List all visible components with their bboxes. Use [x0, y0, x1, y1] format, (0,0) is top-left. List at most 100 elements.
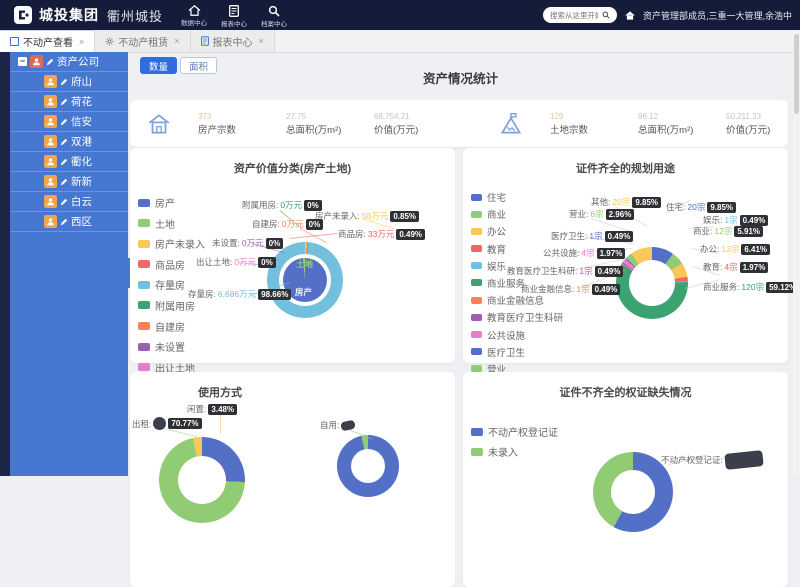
callout: 未设置0万元0% — [212, 237, 284, 249]
top-header: 城投集团 衢州城投 数据中心 报表中心 档案中心 资产管理部成员,三重一大管理,… — [0, 0, 800, 30]
inner-label-house: 房产 — [295, 287, 313, 297]
stat-value: 373 — [198, 111, 212, 121]
legend-item[interactable]: 土地 — [138, 216, 205, 231]
legend-item[interactable]: 住宅 — [471, 190, 563, 204]
stat-value: 27.75 — [286, 111, 307, 121]
legend-item[interactable]: 房产未录入 — [138, 236, 205, 251]
legend-item[interactable]: 房产 — [138, 195, 205, 210]
collapse-expander-icon[interactable]: − — [18, 56, 27, 66]
tree-item-fushan[interactable]: 府山 — [10, 72, 128, 92]
user-icon — [44, 135, 57, 148]
callout: 自建房0万元0% — [252, 218, 324, 230]
page-title: 资产情况统计 — [422, 72, 498, 86]
callout: 其他20宗9.85% — [591, 196, 662, 208]
legend-item[interactable]: 医疗卫生 — [471, 345, 563, 359]
donut-usage-house[interactable] — [159, 437, 245, 523]
legend-item[interactable]: 商业服务 — [471, 276, 563, 290]
nav-report-center[interactable]: 报表中心 — [221, 2, 247, 28]
legend-item[interactable]: 娱乐 — [471, 259, 563, 273]
stat-value: 96.12 — [638, 111, 659, 121]
callout: 闲置3.48% — [187, 403, 238, 415]
tab-real-estate-lease[interactable]: 不动产租赁 × — [95, 30, 191, 52]
callout: 教育医疗卫生科研1宗0.49% — [507, 265, 624, 277]
legend-item[interactable]: 出让土地 — [138, 360, 205, 375]
callout: 商品房33万元0.49% — [338, 228, 426, 240]
top-nav: 数据中心 报表中心 档案中心 — [181, 2, 287, 28]
tree-item-quhua[interactable]: 衢化 — [10, 152, 128, 172]
chart-certified-planned-use: 证件齐全的规划用途 住宅 商业 办公 教育 娱乐 商业服务 商业金融信息 教育医… — [463, 148, 800, 393]
callout: 公共设施4宗1.97% — [543, 247, 626, 259]
chart-title: 证件不齐全的权证缺失情况 — [559, 387, 692, 399]
global-search[interactable] — [542, 7, 617, 23]
legend-item[interactable]: 营业 — [471, 362, 563, 376]
donut-planned-use[interactable] — [616, 247, 688, 319]
chart-title: 证件齐全的规划用途 — [576, 163, 675, 175]
stat-value: 68,754.21 — [374, 111, 410, 121]
scrollbar-thumb[interactable] — [794, 34, 799, 114]
legend-item[interactable]: 商业 — [471, 207, 563, 221]
legend-item[interactable]: 自建房 — [138, 319, 205, 334]
user-info[interactable]: 资产管理部成员,三重一大管理,余浩中 — [642, 10, 792, 21]
tree-item-hehua[interactable]: 荷花 — [10, 92, 128, 112]
vertical-scrollbar[interactable] — [793, 30, 800, 476]
tab-report-center[interactable]: 报表中心 × — [190, 30, 275, 52]
user-icon — [44, 195, 57, 208]
land-flag-icon — [500, 112, 522, 134]
callout: 出租70.77% — [132, 417, 202, 430]
tree-item-xiqu[interactable]: 西区 — [10, 212, 128, 232]
edit-icon — [46, 58, 54, 65]
chart-usage-mode: 使用方式 闲置3.48% 出租70.77% 自用 — [130, 372, 455, 587]
chart-legend: 不动产权登记证 未录入 — [471, 424, 558, 459]
edit-icon — [60, 158, 68, 165]
legend-item[interactable]: 未录入 — [471, 444, 558, 459]
home-shortcut-icon[interactable] — [625, 10, 635, 20]
legend-item[interactable]: 附属用房 — [138, 298, 205, 313]
legend-item[interactable]: 办公 — [471, 224, 563, 238]
close-icon[interactable]: × — [174, 36, 180, 46]
home-icon — [188, 5, 200, 16]
user-icon — [44, 175, 57, 188]
legend-item[interactable]: 不动产权登记证 — [471, 424, 558, 439]
document-icon — [200, 36, 209, 46]
tree-label: 白云 — [71, 196, 92, 208]
tree-item-xinan[interactable]: 信安 — [10, 112, 128, 132]
tab-label: 不动产查看 — [23, 38, 73, 49]
nav-archive-center[interactable]: 档案中心 — [261, 2, 287, 28]
chart-missing-certificates: 证件不齐全的权证缺失情况 不动产权登记证 未录入 不动产权登记证 — [463, 372, 788, 587]
legend-item[interactable]: 教育医疗卫生科研 — [471, 310, 563, 324]
collapsed-menu-rail — [0, 52, 10, 476]
close-icon[interactable]: × — [258, 36, 264, 46]
nav-label: 报表中心 — [221, 21, 248, 28]
chart-asset-value-classification: 资产价值分类(房产土地) 房产 土地 房产未录入 商品房 存量房 附属用房 自建… — [130, 148, 455, 375]
callout: 不动产权登记证 — [661, 450, 764, 470]
tree-item-baiyun[interactable]: 白云 — [10, 192, 128, 212]
legend-item[interactable]: 存量房 — [138, 277, 205, 292]
tree-item-root[interactable]: − 资产公司 — [10, 52, 128, 72]
stat-land-area: 96.12 总面积(万m²) — [638, 112, 700, 136]
legend-item[interactable]: 公共设施 — [471, 328, 563, 342]
donut-usage-land[interactable] — [337, 435, 399, 497]
area-toggle-button[interactable]: 面积 — [180, 57, 218, 74]
legend-item[interactable]: 教育 — [471, 242, 563, 256]
search-icon[interactable] — [602, 11, 610, 19]
nav-data-center[interactable]: 数据中心 — [181, 2, 207, 28]
callout: 营业6宗2.96% — [569, 208, 635, 220]
tab-real-estate-view[interactable]: 不动产查看 × — [0, 30, 96, 52]
donut-asset-value[interactable] — [267, 242, 343, 318]
brand-subname: 衢州城投 — [107, 8, 164, 24]
callout: 出让土地0万元0% — [196, 256, 276, 268]
legend-item[interactable]: 商品房 — [138, 257, 205, 272]
count-toggle-button[interactable]: 数量 — [140, 57, 178, 74]
tree-label: 信安 — [71, 116, 92, 128]
callout: 娱乐1宗0.49% — [703, 214, 769, 226]
chart-title: 使用方式 — [198, 387, 242, 399]
user-icon — [44, 155, 57, 168]
stat-label: 土地宗数 — [550, 124, 589, 136]
legend-item[interactable]: 商业金融信息 — [471, 293, 563, 307]
tree-item-shuanggang[interactable]: 双港 — [10, 132, 128, 152]
legend-item[interactable]: 未设置 — [138, 339, 205, 354]
tree-item-xinxin[interactable]: 新新 — [10, 172, 128, 192]
close-icon[interactable]: × — [79, 36, 85, 47]
search-input[interactable] — [547, 9, 600, 21]
